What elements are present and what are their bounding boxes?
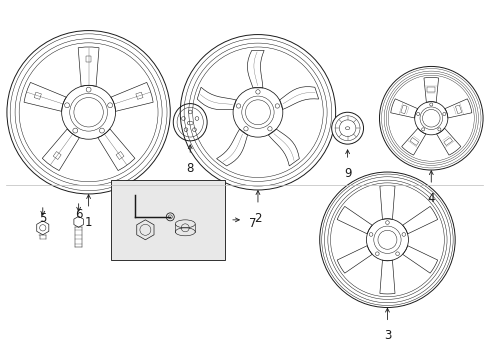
Text: 1: 1 xyxy=(85,216,92,229)
Text: 4: 4 xyxy=(427,192,434,205)
Circle shape xyxy=(245,100,270,125)
Ellipse shape xyxy=(173,104,207,141)
Text: 2: 2 xyxy=(254,212,261,225)
Circle shape xyxy=(377,230,396,249)
Text: 7: 7 xyxy=(249,217,256,230)
Text: 8: 8 xyxy=(186,162,194,175)
Text: 5: 5 xyxy=(39,212,46,225)
Bar xyxy=(110,180,224,260)
Text: 6: 6 xyxy=(75,208,82,221)
Circle shape xyxy=(331,112,363,144)
Circle shape xyxy=(74,98,103,127)
Text: 3: 3 xyxy=(383,329,390,342)
Text: 9: 9 xyxy=(343,167,351,180)
Circle shape xyxy=(422,109,439,127)
